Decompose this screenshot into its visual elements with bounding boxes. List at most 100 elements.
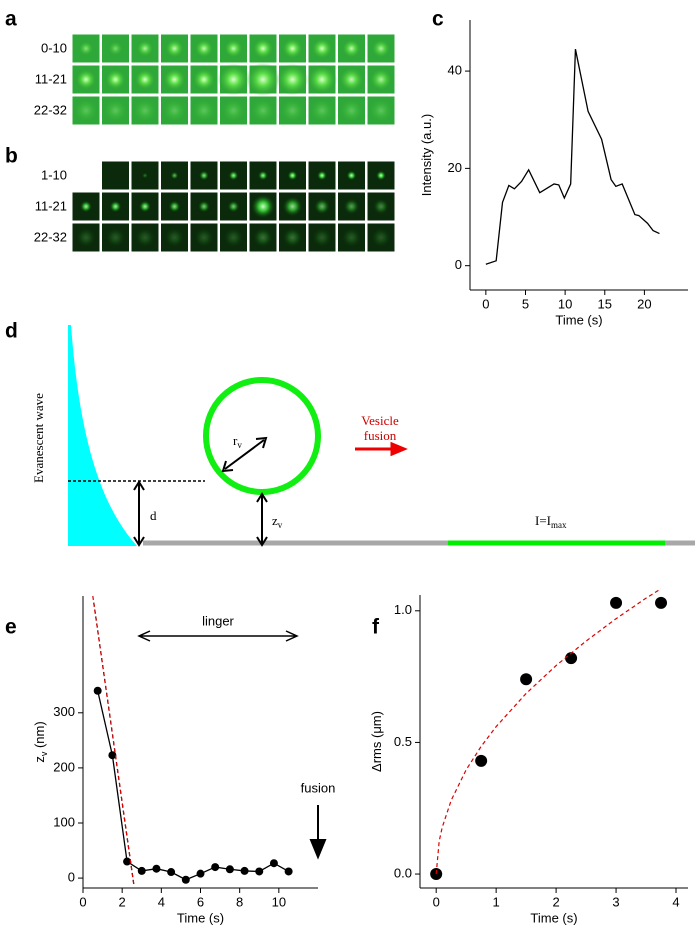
panel-label: d [5,320,18,343]
image-spot [369,67,393,92]
y-tick-label: 300 [53,704,75,719]
annotation: fusion [301,780,336,795]
data-point [167,868,176,877]
image-spot [164,38,185,59]
intensity-label: I=Imax [535,513,567,530]
image-spot [223,227,244,248]
row-label: 1-10 [41,167,67,182]
data-point [284,867,293,876]
wave-label: Evanescent wave [31,393,46,483]
image-spot [341,227,362,248]
d-label: d [150,508,157,523]
data-point [211,863,220,872]
image-spot [139,200,151,213]
data-point [610,596,623,609]
image-spot [309,97,335,124]
x-tick-label: 4 [672,894,679,909]
image-spot [194,38,214,59]
r-label: rv [233,433,242,450]
image-spot [371,227,391,248]
image-spot [314,198,330,215]
r-arrow [221,436,268,473]
image-spot [276,63,309,96]
x-tick-label: 2 [552,894,559,909]
image-spot [161,97,188,124]
vesicle [203,377,321,495]
data-point [255,867,264,876]
x-tick-label: 0 [79,894,86,909]
image-spot [80,200,92,213]
data-line [485,49,660,265]
data-point [137,866,146,875]
y-title-part: (nm) [32,721,47,751]
data-line [92,595,135,886]
x-tick-label: 10 [558,296,572,311]
y-tick-label: 0.5 [394,734,412,749]
image-spot [250,97,276,124]
image-spot [346,170,357,181]
y-tick-label: 1.0 [394,602,412,617]
image-spot [253,227,273,248]
data-point [520,673,533,686]
image-spot [373,198,389,215]
image-spot [227,200,240,213]
image-spot [368,97,394,124]
image-spot [76,227,96,248]
image-spot [142,172,148,179]
image-spot [251,194,275,219]
data-point [181,875,190,884]
data-point [123,857,132,866]
image-spot [78,40,94,57]
image-spot [317,170,327,181]
y-tick-label: 20 [448,160,462,175]
z-label: zv [272,513,283,530]
image-tile [130,160,160,191]
vesicle-label: Vesicle [361,413,399,428]
x-tick-label: 15 [598,296,612,311]
image-spot [282,227,303,248]
y-tick-label: 100 [53,814,75,829]
data-point [225,865,234,874]
image-spot [73,97,99,124]
evanescent-wave [68,325,137,546]
row-label: 11-21 [35,71,67,86]
i-sub: max [551,520,567,530]
image-spot [341,38,362,59]
image-spot [376,170,386,181]
x-tick-label: 10 [272,894,286,909]
image-spot [223,38,244,59]
image-spot [252,37,274,60]
image-spot [281,37,304,60]
image-spot [338,97,365,124]
y-tick-label: 0.0 [394,865,412,880]
image-spot [105,227,126,248]
row-label: 0-10 [41,40,67,55]
y-tick-label: 0 [68,870,75,885]
data-point [475,754,488,767]
x-tick-label: 4 [158,894,165,909]
image-spot [135,227,155,248]
row-label: 22-32 [34,102,67,117]
image-spot [279,97,306,124]
image-spot [217,63,250,96]
x-tick-label: 5 [522,296,529,311]
image-spot [102,97,129,124]
image-spot [287,170,298,181]
r-sub: v [237,440,242,450]
image-spot [343,198,360,215]
d-arrow [133,480,145,547]
image-tile [278,160,307,191]
data-point [196,869,205,878]
image-spot [107,40,124,57]
z-sub: v [278,520,283,530]
y-title-part: z [32,756,47,763]
y-tick-label: 200 [53,759,75,774]
y-axis-title: Intensity (a.u.) [419,114,434,196]
data-point [269,859,278,868]
image-spot [198,200,210,213]
image-spot [170,171,179,180]
data-point [240,866,249,875]
image-spot [312,227,332,248]
image-spot [136,39,154,58]
image-spot [192,67,216,92]
